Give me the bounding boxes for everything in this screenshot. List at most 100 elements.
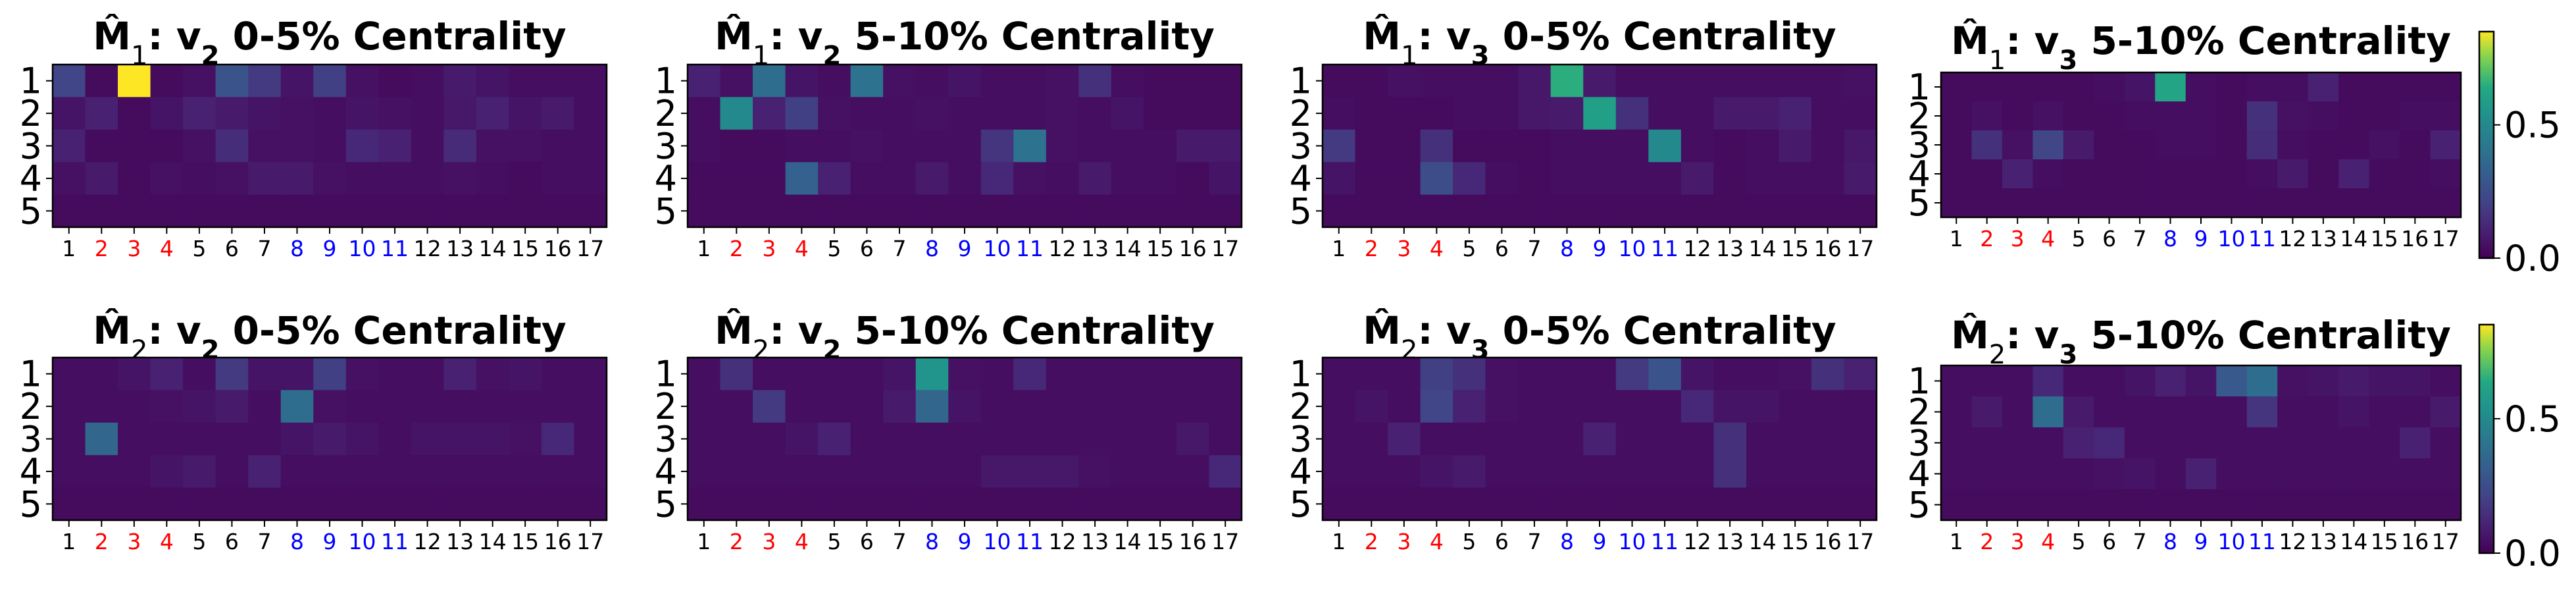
heatmap-cell: [2277, 72, 2309, 102]
heatmap-cell: [118, 129, 151, 163]
colorbar-2: 0.5 0.0: [2478, 323, 2561, 574]
heatmap-cell: [1648, 358, 1682, 390]
heatmap-cell: [1144, 97, 1177, 130]
heatmap-cell: [2002, 130, 2034, 160]
colorbar-tick-label: 0.5: [2504, 398, 2561, 440]
heatmap-cell: [509, 455, 542, 489]
heatmap-cell: [1779, 194, 1812, 228]
col-tick-label: 5: [192, 529, 206, 554]
heatmap-cell: [1518, 65, 1552, 97]
heatmap-cell: [2033, 396, 2064, 428]
heatmap-cell: [850, 422, 884, 456]
heatmap-cell: [2246, 396, 2278, 428]
heatmap-cell: [850, 97, 884, 130]
col-tick-label: 10: [2217, 529, 2245, 554]
heatmap-cell: [1485, 162, 1519, 196]
heatmap-cell: [785, 455, 819, 489]
heatmap-cell: [1209, 358, 1242, 390]
col-tick-label: 6: [860, 236, 874, 261]
heatmap-cell: [785, 358, 819, 390]
heatmap-cell: [1550, 129, 1584, 163]
heatmap-cell: [1941, 427, 1973, 459]
col-tick-label: 2: [730, 236, 744, 261]
panel-title: M̂1: v3 0-5% Centrality: [1363, 13, 1836, 71]
heatmap-cell: [2124, 188, 2156, 218]
col-tick-label: 13: [1716, 236, 1744, 261]
col-tick-label: 17: [1846, 236, 1874, 261]
row-tick-label: 2: [1908, 95, 1931, 137]
heatmap-cell: [183, 162, 216, 196]
col-tick-label: 15: [511, 236, 539, 261]
col-tick-label: 12: [1049, 236, 1076, 261]
heatmap-cell: [509, 194, 542, 228]
heatmap-cell: [883, 358, 917, 390]
heatmap-cell: [85, 422, 118, 456]
heatmap-cell: [1176, 129, 1210, 163]
row-tick-label: 5: [1290, 190, 1312, 232]
heatmap-cell: [2063, 188, 2094, 218]
heatmap-cell: [541, 194, 575, 228]
heatmap-cell: [1453, 455, 1486, 489]
heatmap-cell: [980, 129, 1014, 163]
heatmap-cell: [948, 162, 982, 196]
heatmap-cell: [574, 455, 607, 489]
heatmap-cell: [2216, 489, 2248, 521]
title-colon: : v: [1417, 14, 1471, 59]
heatmap-cell: [215, 194, 249, 228]
heatmap-cell: [2369, 130, 2400, 160]
heatmap-cell: [2338, 101, 2370, 131]
heatmap-cell: [1111, 129, 1145, 163]
col-tick-label: 15: [1781, 529, 1809, 554]
heatmap-cell: [2094, 458, 2125, 490]
heatmap-cell: [1779, 65, 1812, 97]
heatmap-cell: [1713, 65, 1747, 97]
heatmap-cell: [1388, 162, 1421, 196]
heatmap-cell: [1485, 65, 1519, 97]
col-tick-label: 11: [1016, 236, 1044, 261]
heatmap-cell: [1518, 162, 1552, 196]
heatmap-cell: [509, 487, 542, 521]
heatmap-cell: [2338, 458, 2370, 490]
col-tick-label: 4: [160, 529, 174, 554]
heatmap-cell: [785, 162, 819, 196]
heatmap-cell: [883, 194, 917, 228]
heatmap-cell: [688, 358, 721, 390]
heatmap-cell: [1941, 489, 1973, 521]
heatmap-cell: [411, 162, 444, 196]
heatmap-cell: [1111, 162, 1145, 196]
col-tick-label: 1: [62, 529, 76, 554]
col-tick-label: 1: [1332, 529, 1346, 554]
heatmap-cell: [1779, 455, 1812, 489]
heatmap-cell: [2277, 130, 2309, 160]
heatmap-cell: [1046, 97, 1079, 130]
row-tick-label: 2: [1290, 93, 1312, 134]
col-tick-label: 6: [2102, 529, 2116, 554]
heatmap-cell: [915, 455, 949, 489]
heatmap-cell: [1583, 97, 1617, 130]
col-tick-label: 7: [257, 236, 271, 261]
heatmap-cell: [215, 97, 249, 130]
heatmap-cell: [1420, 358, 1453, 390]
heatmap-cell: [1388, 65, 1421, 97]
heatmap-cell: [1844, 455, 1877, 489]
heatmap-cell: [53, 97, 86, 130]
heatmap-cell: [378, 390, 412, 423]
col-tick-label: 13: [2310, 529, 2337, 554]
heatmap-cell: [1144, 455, 1177, 489]
heatmap-cell: [443, 358, 477, 390]
heatmap-cell: [2308, 101, 2339, 131]
heatmap-cell: [85, 162, 118, 196]
row-tick-label: 1: [655, 354, 677, 395]
heatmap-cell: [443, 422, 477, 456]
title-v-sub: 3: [2059, 45, 2077, 76]
heatmap-cell: [688, 97, 721, 130]
heatmap-cell: [574, 162, 607, 196]
heatmap-cell: [1811, 65, 1845, 97]
heatmap-cell: [2308, 188, 2339, 218]
heatmap-cell: [2002, 365, 2034, 397]
col-tick-label: 3: [127, 529, 141, 554]
heatmap-cell: [1144, 487, 1177, 521]
